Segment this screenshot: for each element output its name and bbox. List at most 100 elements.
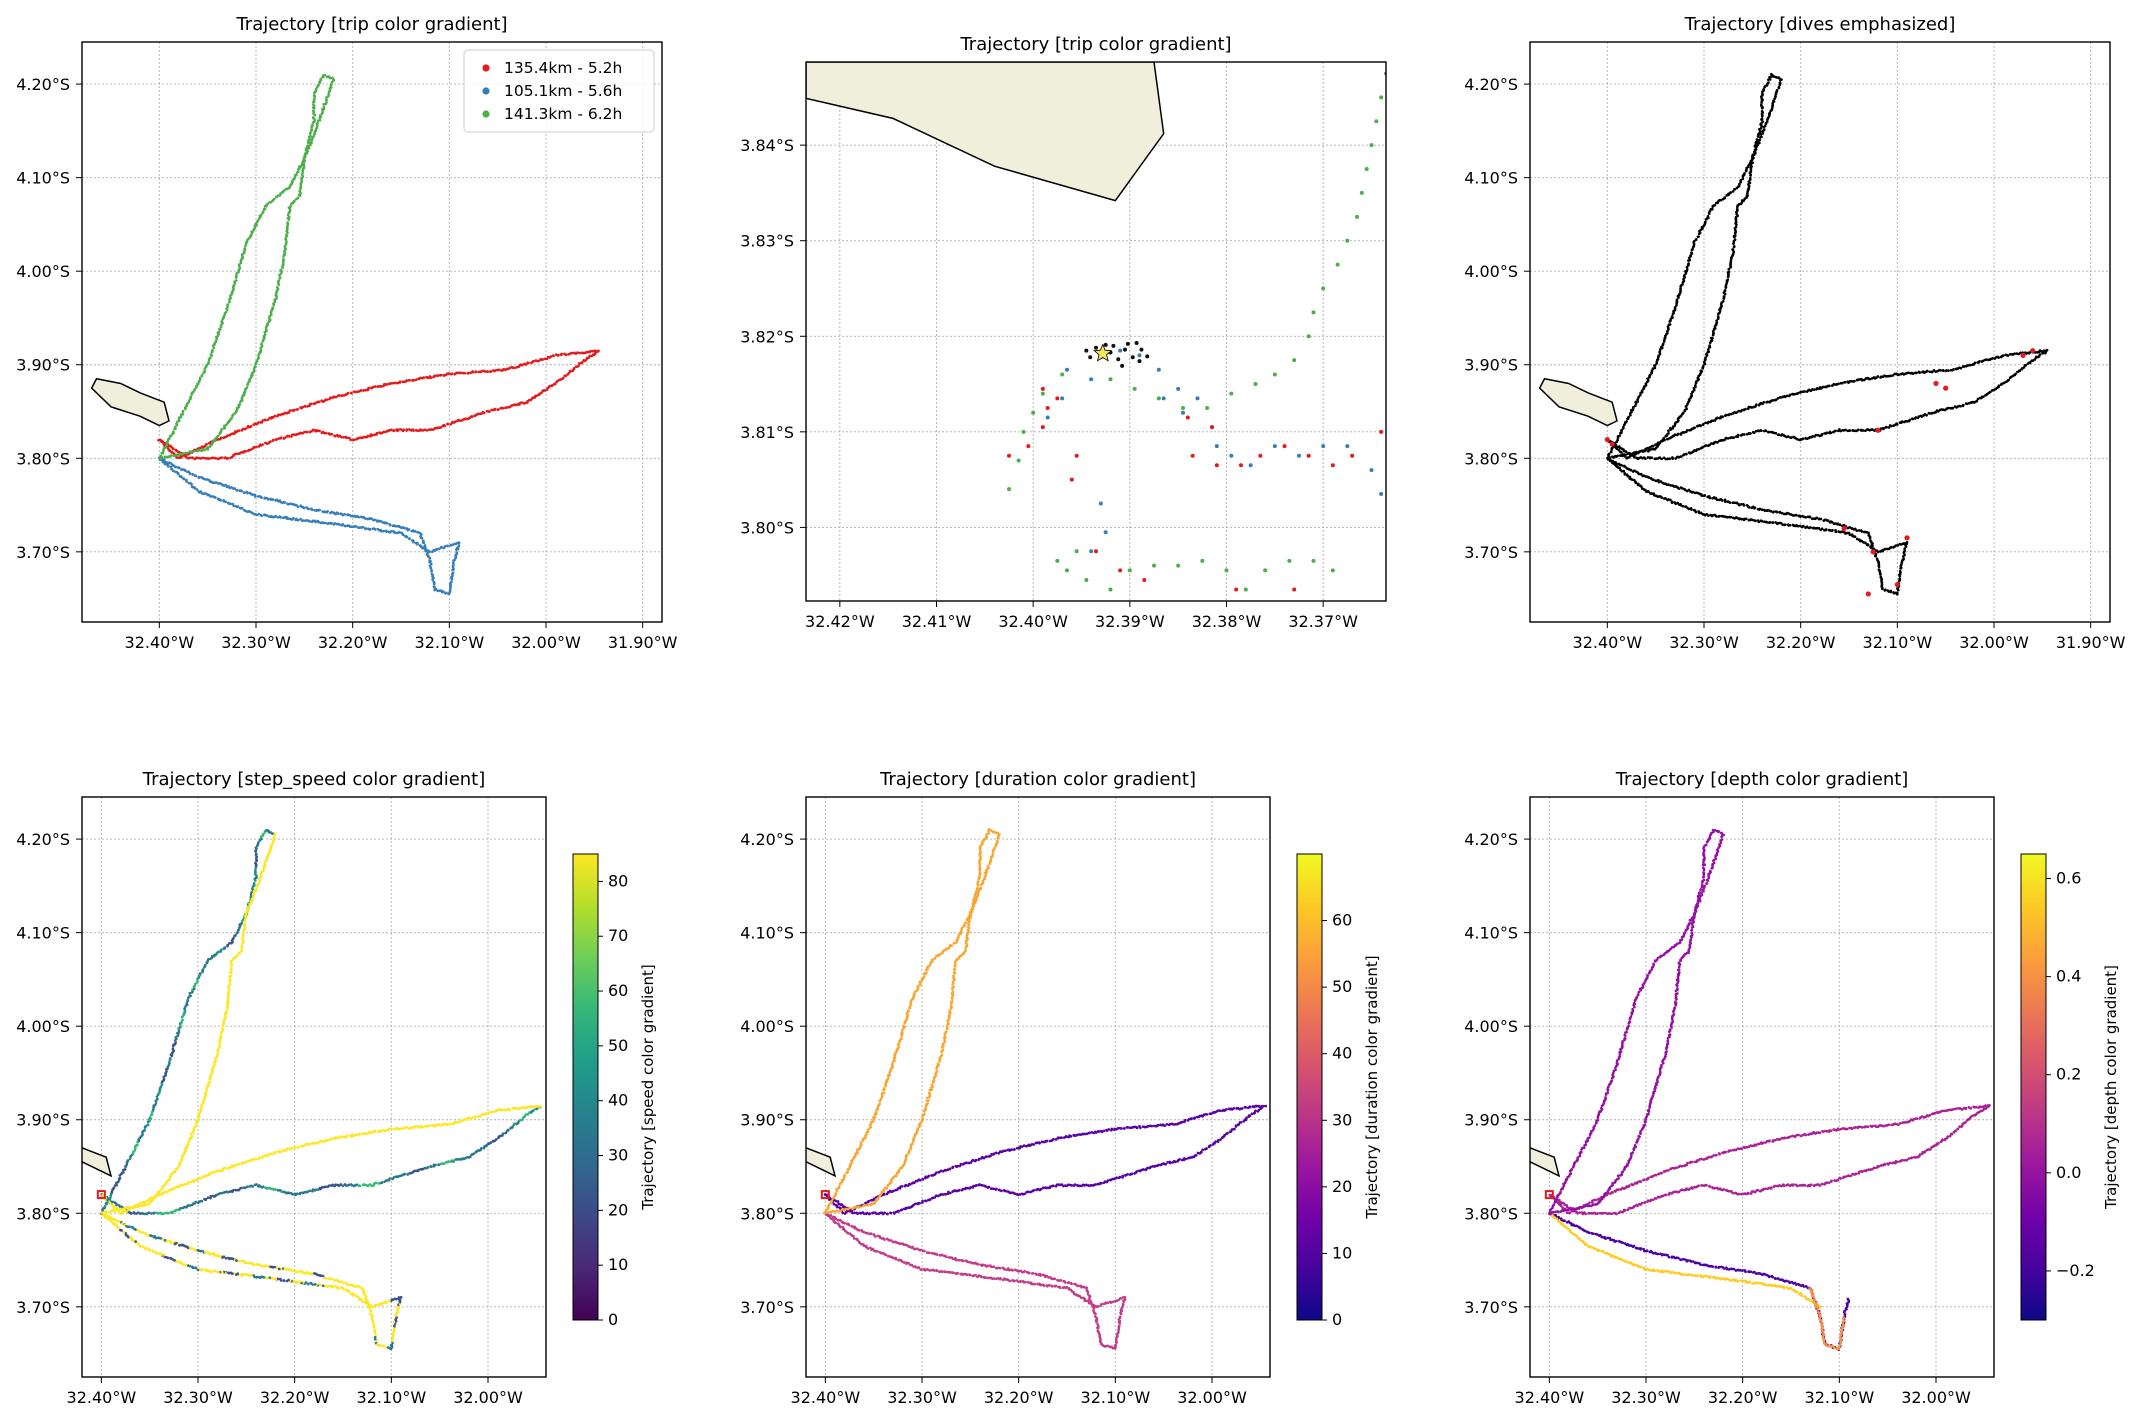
chart-title: Trajectory [trip color gradient] [235,14,507,35]
data-point [128,1225,131,1229]
data-point [1716,441,1719,444]
data-point [1103,342,1108,347]
data-point [310,137,314,141]
data-point [278,1267,281,1271]
data-point [130,1212,133,1215]
data-point [1650,369,1654,373]
data-point [1787,394,1791,398]
data-point [316,519,320,523]
data-point [553,382,557,386]
data-point [1701,423,1705,427]
data-point [323,73,327,77]
grid [806,62,1386,601]
data-point [328,397,331,401]
data-point [479,1147,483,1150]
data-point [1820,433,1824,436]
data-point [388,382,392,385]
data-point [209,1073,212,1077]
data-point [1749,168,1753,171]
data-point [482,411,486,415]
data-point [254,849,258,852]
data-point [1791,523,1795,527]
data-point [1673,305,1677,309]
data-point [373,1303,377,1307]
data-point [1911,417,1915,421]
data-point [1055,558,1060,563]
data-point [208,445,212,448]
data-point [1834,529,1837,532]
data-point [1626,452,1629,456]
data-point [1815,387,1818,391]
data-point [254,867,257,870]
data-point [278,273,281,277]
data-point [494,1138,498,1141]
data-point [1812,388,1816,391]
data-point [112,1222,115,1226]
data-point [407,378,410,382]
data-point [222,499,226,502]
data-point [232,1188,235,1192]
data-point [251,1185,254,1188]
data-point [392,1175,396,1179]
data-point [241,941,244,945]
data-point [1618,454,1622,457]
data-point [470,415,474,419]
data-point [120,1210,124,1214]
data-point [194,474,198,478]
data-point [186,1204,190,1207]
data-point [197,1113,201,1117]
data-point [151,1108,155,1112]
data-point [497,408,500,411]
data-point [1755,145,1758,148]
data-point [1758,507,1762,511]
data-point [462,371,465,375]
data-point [1647,476,1651,479]
data-point [189,395,192,399]
data-point [271,498,275,501]
data-point [1830,520,1834,524]
data-point [450,580,453,584]
data-point [246,1185,249,1189]
data-point [382,529,385,533]
data-point [489,1141,493,1144]
data-point [177,466,181,470]
data-point [1031,410,1036,415]
data-point [1811,435,1815,438]
data-point [246,1159,250,1163]
data-point [313,132,316,136]
data-point [324,431,328,435]
data-point [1652,478,1655,482]
data-point [1103,530,1108,535]
x-tick-label: 31.90°W [608,633,678,652]
data-point [142,1245,145,1249]
data-point [1679,432,1683,436]
data-point [213,1060,217,1063]
data-point [199,456,203,460]
data-point [1176,563,1181,568]
chart-title: Trajectory [trip color gradient] [959,34,1231,55]
data-point [226,501,230,505]
data-point [1703,220,1707,224]
data-point [501,407,505,410]
data-point [568,369,572,373]
data-point [493,1110,497,1113]
data-point [1668,498,1672,502]
data-point [1723,500,1727,503]
data-point [415,378,418,381]
data-point [227,1271,230,1275]
data-point [321,108,325,112]
data-point [237,928,240,932]
data-point [1311,310,1316,315]
data-point [288,1148,292,1151]
data-point [285,187,289,191]
data-point [235,1163,239,1166]
data-point [2038,353,2042,356]
data-point [1749,174,1752,177]
data-point [206,957,210,961]
data-point [283,436,287,440]
data-point [1768,76,1771,79]
data-point [224,1256,228,1260]
data-point [1771,104,1774,108]
data-point [452,561,455,565]
data-point [299,182,303,186]
